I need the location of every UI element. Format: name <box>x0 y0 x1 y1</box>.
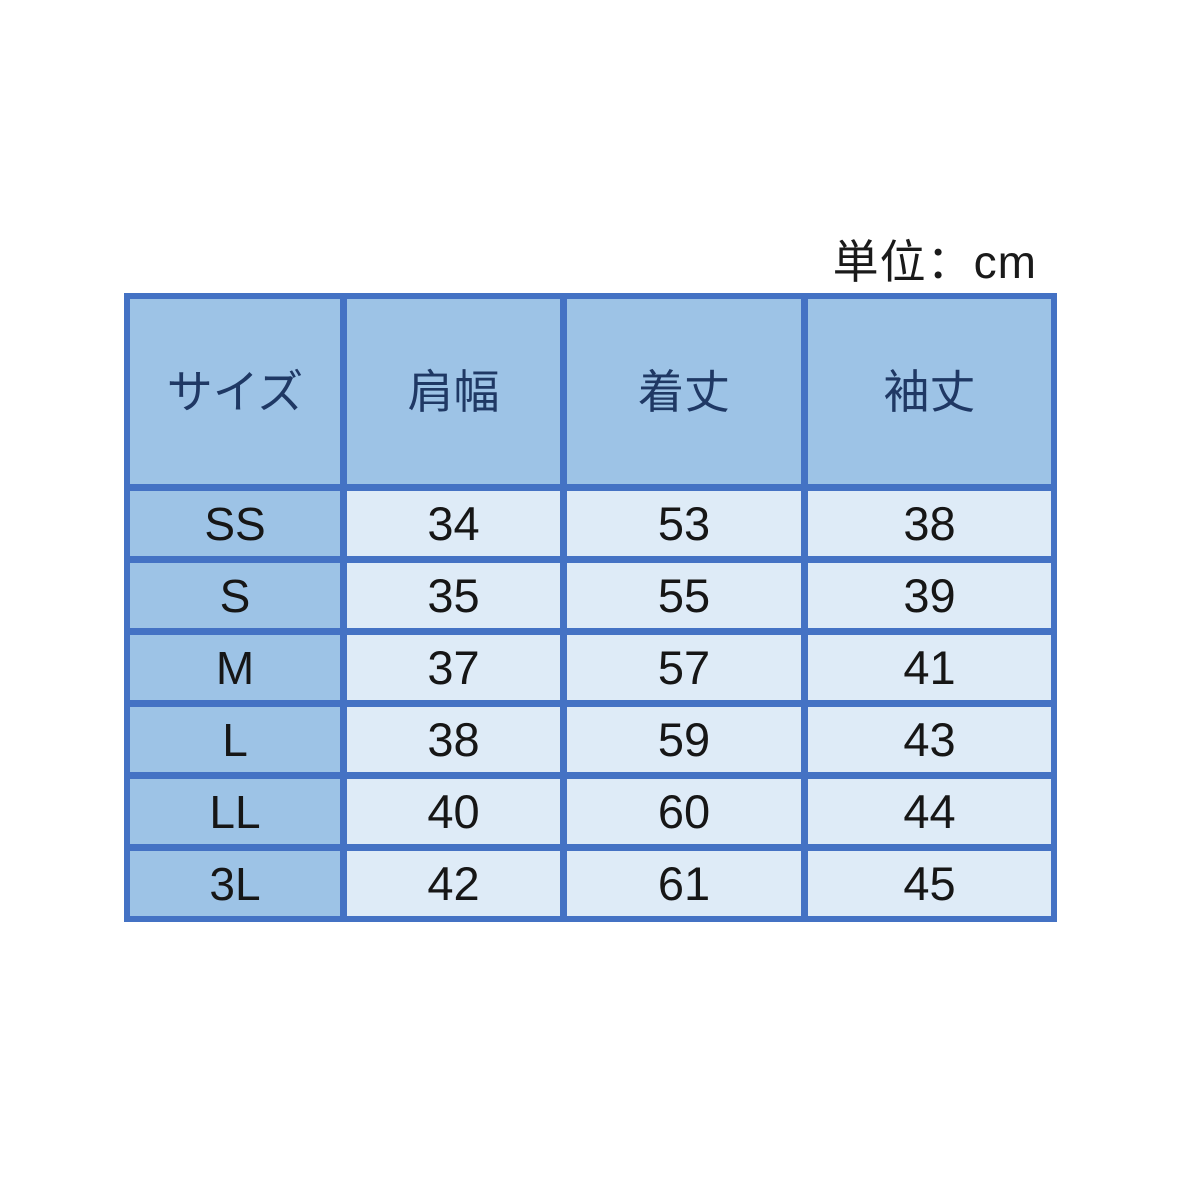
cell-3l-shoulder: 42 <box>347 851 560 916</box>
column-header-length: 着丈 <box>567 299 801 484</box>
column-header-sleeve: 袖丈 <box>808 299 1051 484</box>
cell-m-shoulder: 37 <box>347 635 560 700</box>
row-header-m: M <box>130 635 340 700</box>
unit-label: 単位：cm <box>832 236 1037 288</box>
cell-s-length: 55 <box>567 563 801 628</box>
cell-s-shoulder: 35 <box>347 563 560 628</box>
cell-ss-length: 53 <box>567 491 801 556</box>
cell-ss-sleeve: 38 <box>808 491 1051 556</box>
cell-3l-sleeve: 45 <box>808 851 1051 916</box>
cell-m-length: 57 <box>567 635 801 700</box>
size-table: サイズ 肩幅 着丈 袖丈 SS 34 53 38 S 35 55 39 M 37… <box>124 293 1057 922</box>
cell-l-shoulder: 38 <box>347 707 560 772</box>
column-header-shoulder: 肩幅 <box>347 299 560 484</box>
cell-ll-sleeve: 44 <box>808 779 1051 844</box>
cell-s-sleeve: 39 <box>808 563 1051 628</box>
row-header-s: S <box>130 563 340 628</box>
row-header-l: L <box>130 707 340 772</box>
cell-l-length: 59 <box>567 707 801 772</box>
cell-ll-length: 60 <box>567 779 801 844</box>
row-header-3l: 3L <box>130 851 340 916</box>
cell-3l-length: 61 <box>567 851 801 916</box>
row-header-ll: LL <box>130 779 340 844</box>
cell-m-sleeve: 41 <box>808 635 1051 700</box>
row-header-ss: SS <box>130 491 340 556</box>
cell-ll-shoulder: 40 <box>347 779 560 844</box>
cell-l-sleeve: 43 <box>808 707 1051 772</box>
column-header-size: サイズ <box>130 299 340 484</box>
cell-ss-shoulder: 34 <box>347 491 560 556</box>
